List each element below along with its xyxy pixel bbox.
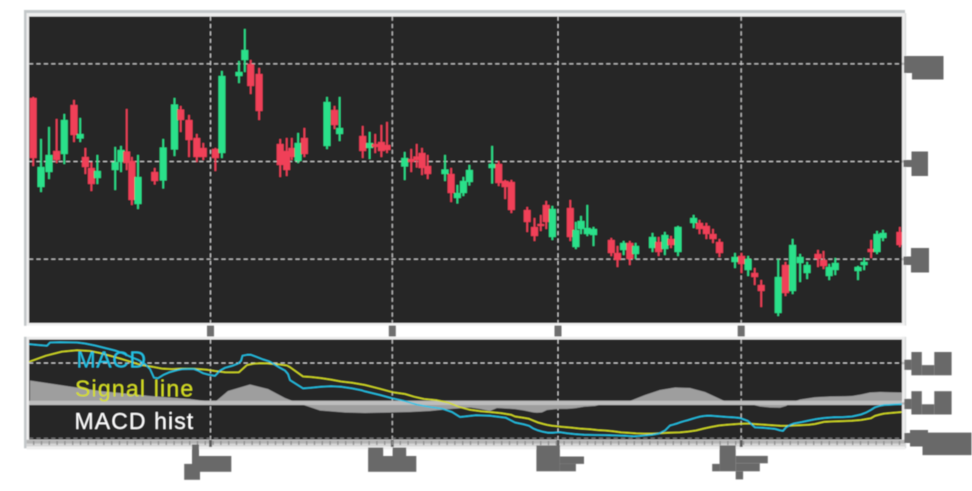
svg-text:MACD hist: MACD hist <box>75 408 195 434</box>
svg-text:Signal line: Signal line <box>75 376 194 402</box>
svg-text:MACD: MACD <box>77 347 147 373</box>
